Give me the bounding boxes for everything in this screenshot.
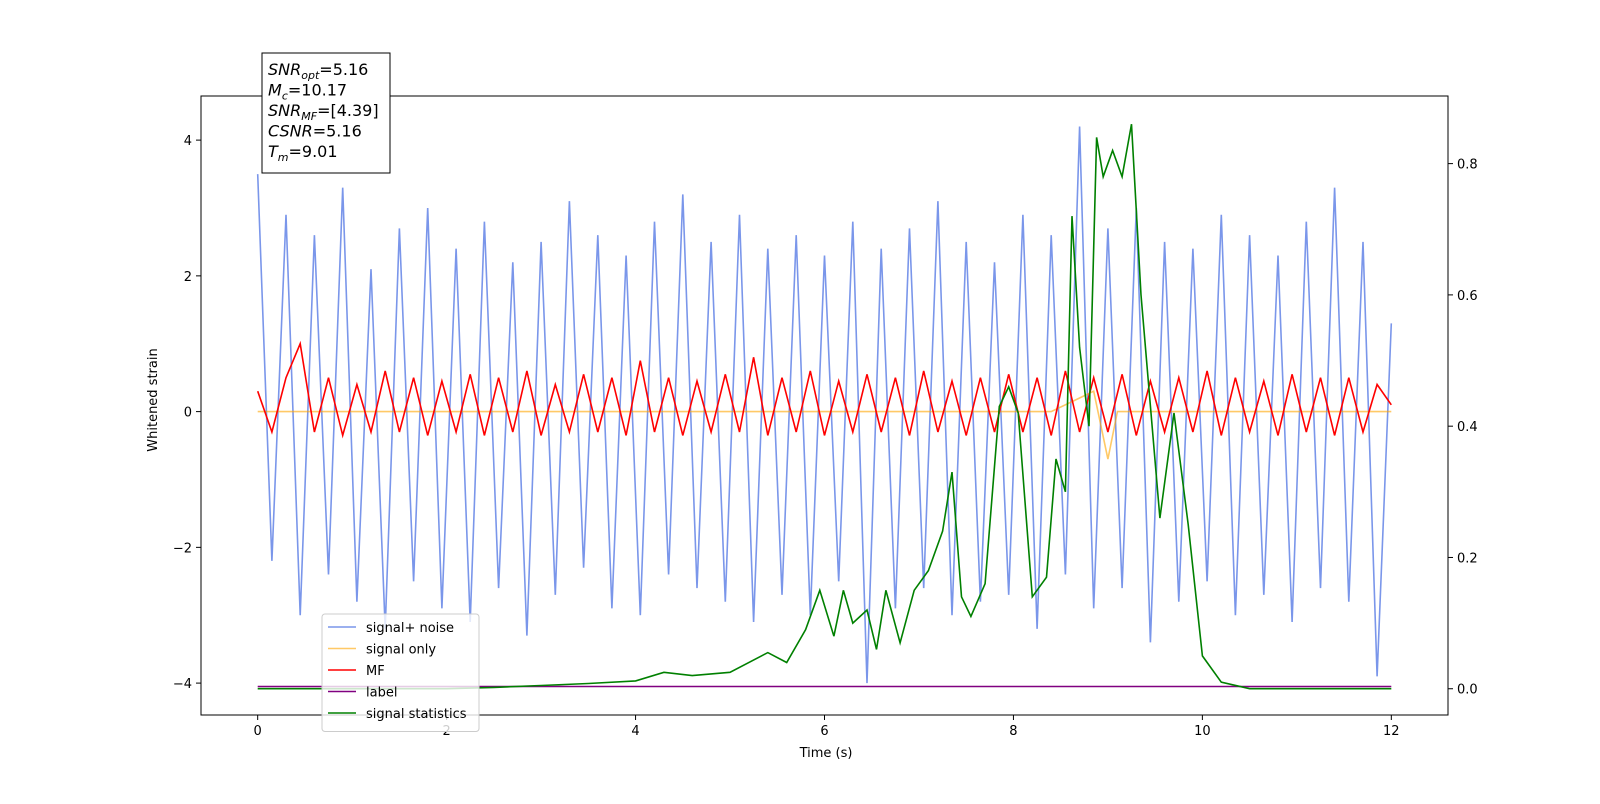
y2-tick-label: 0.8	[1457, 158, 1478, 173]
annotation: SNRMF=[4.39]	[268, 101, 379, 123]
legend-label: label	[366, 686, 397, 701]
annotation-subscript: opt	[301, 69, 320, 82]
annotation-subscript: c	[282, 90, 288, 103]
annotation-box	[261, 52, 391, 174]
y-tick-label: 4	[184, 134, 192, 149]
series-line	[256, 126, 1393, 684]
y2-tick-label: 0.2	[1457, 551, 1478, 566]
annotation-value: =5.16	[319, 60, 368, 79]
annotation-value: =[4.39]	[317, 101, 379, 120]
annotation-symbol: M	[268, 81, 282, 100]
x-tick-label: 4	[631, 724, 639, 739]
legend-label: signal only	[366, 643, 436, 658]
y2-tick-label: 0.6	[1457, 289, 1478, 304]
annotation: CSNR=5.16	[268, 122, 362, 141]
y-tick-label: −4	[173, 677, 192, 692]
y2-tick-label: 0.0	[1457, 683, 1478, 698]
x-tick-label: 8	[1009, 724, 1017, 739]
annotation-symbol: T	[268, 142, 279, 161]
x-tick-label: 12	[1383, 724, 1400, 739]
annotation: Tm=9.01	[268, 142, 338, 164]
y-tick-label: −2	[173, 541, 192, 556]
x-tick-label: 10	[1194, 724, 1211, 739]
legend-box	[321, 613, 480, 732]
legend-label: signal+ noise	[366, 621, 454, 636]
y-axis-label: Whitened strain	[146, 348, 161, 451]
legend-label: MF	[366, 664, 385, 679]
x-tick-label: 6	[820, 724, 828, 739]
plot-frame	[200, 95, 1449, 716]
legend-label: signal statistics	[366, 707, 467, 722]
annotation-subscript: m	[278, 151, 289, 164]
annotation-value: =5.16	[313, 122, 362, 141]
annotation-subscript: MF	[301, 110, 317, 123]
annotation-symbol: CSNR	[268, 122, 313, 141]
annotation-value: =10.17	[288, 81, 347, 100]
y-tick-label: 0	[184, 406, 192, 421]
y-tick-label: 2	[184, 270, 192, 285]
series-line	[257, 390, 1392, 460]
y2-tick-label: 0.4	[1457, 420, 1478, 435]
annotation: Mc=10.17	[268, 81, 347, 103]
annotation-value: =9.01	[289, 142, 338, 161]
series-line	[256, 340, 1392, 439]
series-line	[257, 124, 1392, 690]
annotation-symbol: SNR	[268, 101, 301, 120]
x-axis-label: Time (s)	[799, 746, 853, 761]
annotation: SNRopt=5.16	[268, 60, 368, 82]
annotation-symbol: SNR	[268, 60, 301, 79]
x-tick-label: 0	[254, 724, 262, 739]
